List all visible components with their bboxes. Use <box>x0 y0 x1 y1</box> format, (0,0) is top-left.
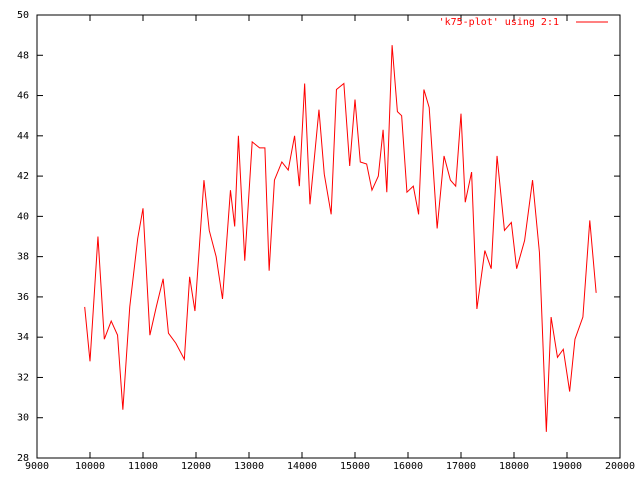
x-tick-label: 14000 <box>287 461 317 472</box>
x-tick-label: 12000 <box>181 461 211 472</box>
y-tick-label: 42 <box>17 171 29 182</box>
x-tick-label: 18000 <box>499 461 529 472</box>
y-tick-label: 50 <box>17 10 29 21</box>
y-tick-label: 34 <box>17 332 29 343</box>
x-tick-label: 13000 <box>234 461 264 472</box>
y-tick-label: 28 <box>17 453 29 464</box>
x-tick-label: 16000 <box>393 461 423 472</box>
y-tick-label: 46 <box>17 91 29 102</box>
x-tick-label: 9000 <box>25 461 49 472</box>
y-tick-label: 40 <box>17 211 29 222</box>
y-tick-label: 48 <box>17 50 29 61</box>
x-tick-label: 19000 <box>552 461 582 472</box>
y-tick-label: 30 <box>17 413 29 424</box>
legend-label: 'k75-plot' using 2:1 <box>439 17 559 28</box>
x-tick-label: 10000 <box>75 461 105 472</box>
x-tick-label: 15000 <box>340 461 370 472</box>
x-tick-label: 11000 <box>128 461 158 472</box>
x-tick-label: 20000 <box>605 461 635 472</box>
y-tick-label: 36 <box>17 292 29 303</box>
y-tick-label: 38 <box>17 252 29 263</box>
x-tick-label: 17000 <box>446 461 476 472</box>
plot-frame <box>36 14 621 459</box>
y-tick-label: 44 <box>17 131 29 142</box>
data-line <box>84 45 597 432</box>
y-tick-label: 32 <box>17 372 29 383</box>
